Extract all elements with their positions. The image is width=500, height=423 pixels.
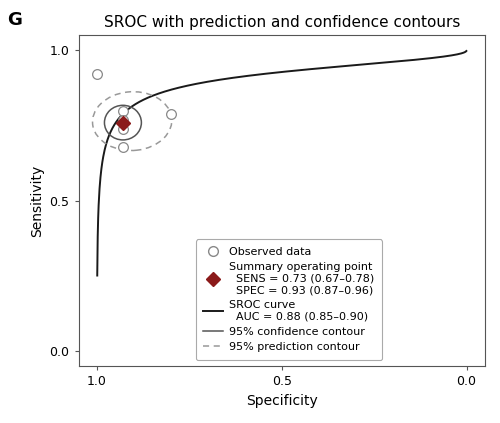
Text: G: G [8,11,22,29]
X-axis label: Specificity: Specificity [246,394,318,408]
Legend: Observed data, Summary operating point
  SENS = 0.73 (0.67–0.78)
  SPEC = 0.93 (: Observed data, Summary operating point S… [196,239,382,360]
Y-axis label: Sensitivity: Sensitivity [30,165,44,237]
Title: SROC with prediction and confidence contours: SROC with prediction and confidence cont… [104,15,460,30]
